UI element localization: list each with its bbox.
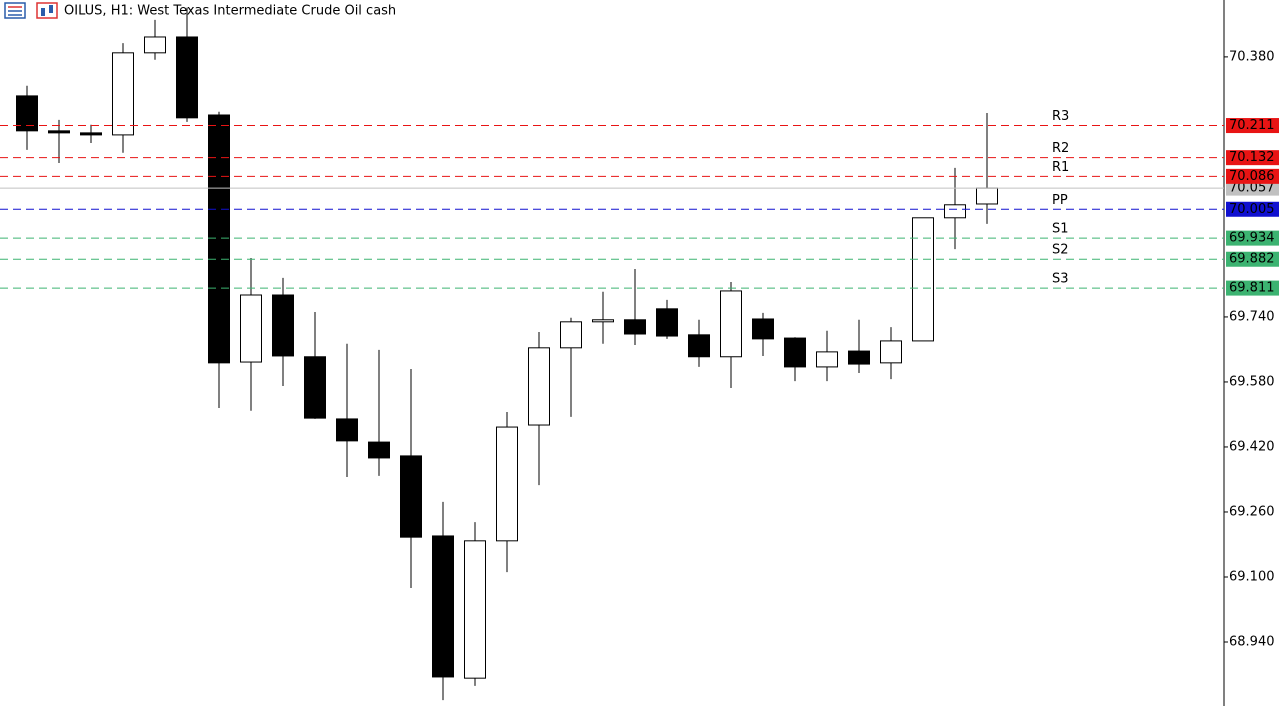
y-tick-label: 69.740 xyxy=(1229,309,1275,324)
candle-body xyxy=(464,540,486,679)
plot-area xyxy=(0,7,1224,701)
pivot-level-value: 70.211 xyxy=(1229,118,1275,133)
candle-body xyxy=(976,187,998,205)
chart-title: OILUS, H1: West Texas Intermediate Crude… xyxy=(64,4,396,19)
candle-body xyxy=(912,217,934,342)
pivot-level-box xyxy=(1226,251,1279,267)
candle-body xyxy=(240,294,262,363)
pivot-level-name: S1 xyxy=(1052,222,1069,237)
pivot-level-value: 69.811 xyxy=(1229,281,1275,296)
pivot-level-value: 69.882 xyxy=(1229,252,1275,267)
candle-body xyxy=(944,204,966,219)
pivot-level-value: 70.132 xyxy=(1229,150,1275,165)
candle-body xyxy=(752,318,774,340)
chart-icons xyxy=(4,2,58,19)
y-tick-label: 70.380 xyxy=(1229,49,1275,64)
y-tick-label: 68.940 xyxy=(1229,635,1275,650)
y-tick-label: 69.420 xyxy=(1229,439,1275,454)
candle-body xyxy=(816,351,838,368)
candle-body xyxy=(784,337,806,368)
candle-body xyxy=(112,52,134,136)
candle-body xyxy=(400,455,422,538)
pivot-level-value: 69.934 xyxy=(1229,231,1275,246)
current-price-label: 70.057 xyxy=(1229,181,1275,196)
candle-body xyxy=(208,114,230,364)
pivot-level-box xyxy=(1226,280,1279,296)
y-tick-label: 69.100 xyxy=(1229,569,1275,584)
pivot-level-box xyxy=(1226,230,1279,246)
candle-body xyxy=(720,290,742,358)
candle-body xyxy=(144,36,166,54)
candle-body xyxy=(272,294,294,357)
candle-body xyxy=(560,321,582,349)
candle-body xyxy=(880,340,902,364)
candle-body xyxy=(688,334,710,358)
candle-body xyxy=(496,426,518,542)
pivot-level-name: R1 xyxy=(1052,160,1069,175)
pivot-level-name: R2 xyxy=(1052,141,1069,156)
pivot-level-box xyxy=(1226,150,1279,166)
candle-body xyxy=(80,132,102,136)
pivot-level-box xyxy=(1226,201,1279,217)
pivot-level-name: S2 xyxy=(1052,243,1069,258)
pivot-level-box xyxy=(1226,118,1279,134)
candle-body xyxy=(528,347,550,426)
candle-body xyxy=(592,319,614,323)
candle-body xyxy=(176,36,198,119)
pivot-level-value: 70.086 xyxy=(1229,169,1275,184)
pivot-level-name: R3 xyxy=(1052,109,1069,124)
candle-body xyxy=(432,535,454,678)
y-tick-label: 69.260 xyxy=(1229,504,1275,519)
candle-body xyxy=(304,356,326,419)
pivot-level-name: PP xyxy=(1052,193,1068,208)
candle-body xyxy=(48,130,70,134)
pivot-level-value: 70.005 xyxy=(1229,202,1275,217)
current-price-box xyxy=(1226,180,1279,196)
candle-body xyxy=(624,319,646,335)
candle-body xyxy=(16,95,38,132)
candle-body xyxy=(656,308,678,337)
pivot-level-name: S3 xyxy=(1052,272,1069,287)
candle-body xyxy=(848,350,870,365)
candle-body xyxy=(336,418,358,442)
candle-body xyxy=(368,441,390,459)
pivot-level-box xyxy=(1226,168,1279,184)
y-tick-label: 69.580 xyxy=(1229,374,1275,389)
